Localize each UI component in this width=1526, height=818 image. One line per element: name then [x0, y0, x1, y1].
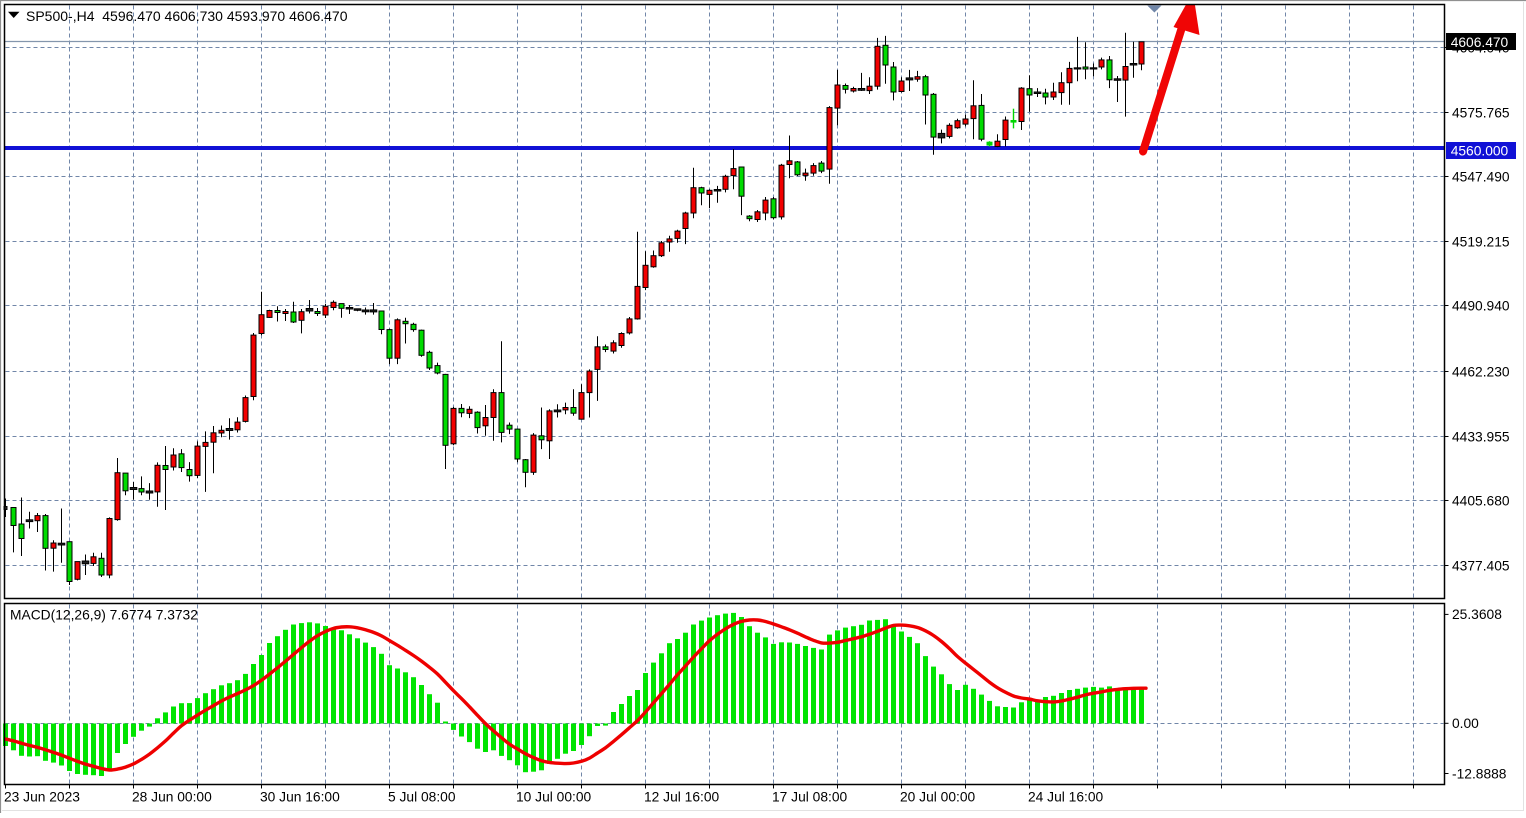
svg-text:0.00: 0.00 — [1452, 716, 1479, 731]
svg-text:5 Jul 08:00: 5 Jul 08:00 — [388, 790, 456, 805]
svg-text:12 Jul 16:00: 12 Jul 16:00 — [644, 790, 720, 805]
svg-text:4490.940: 4490.940 — [1452, 298, 1510, 313]
svg-text:20 Jul 00:00: 20 Jul 00:00 — [900, 790, 976, 805]
svg-text:4560.000: 4560.000 — [1451, 144, 1509, 159]
svg-text:4462.230: 4462.230 — [1452, 364, 1510, 379]
svg-text:-12.8888: -12.8888 — [1452, 766, 1507, 781]
svg-text:4519.215: 4519.215 — [1452, 234, 1510, 249]
svg-text:30 Jun 16:00: 30 Jun 16:00 — [260, 790, 340, 805]
svg-text:10 Jul 00:00: 10 Jul 00:00 — [516, 790, 592, 805]
svg-text:4606.470: 4606.470 — [1451, 35, 1509, 50]
svg-text:4377.405: 4377.405 — [1452, 558, 1510, 573]
svg-text:4433.955: 4433.955 — [1452, 429, 1510, 444]
svg-text:24 Jul 16:00: 24 Jul 16:00 — [1028, 790, 1104, 805]
svg-text:4547.490: 4547.490 — [1452, 169, 1510, 184]
svg-text:23 Jun 2023: 23 Jun 2023 — [4, 790, 80, 805]
svg-text:4575.765: 4575.765 — [1452, 105, 1510, 120]
svg-text:17 Jul 08:00: 17 Jul 08:00 — [772, 790, 848, 805]
svg-text:25.3608: 25.3608 — [1452, 607, 1502, 622]
svg-text:MACD(12,26,9) 7.6774 7.3732: MACD(12,26,9) 7.6774 7.3732 — [10, 608, 198, 623]
svg-text:4405.680: 4405.680 — [1452, 493, 1510, 508]
svg-text:SP500-,H4 4596.470 4606.730 4: SP500-,H4 4596.470 4606.730 4593.970 460… — [26, 8, 348, 24]
svg-text:28 Jun 00:00: 28 Jun 00:00 — [132, 790, 212, 805]
